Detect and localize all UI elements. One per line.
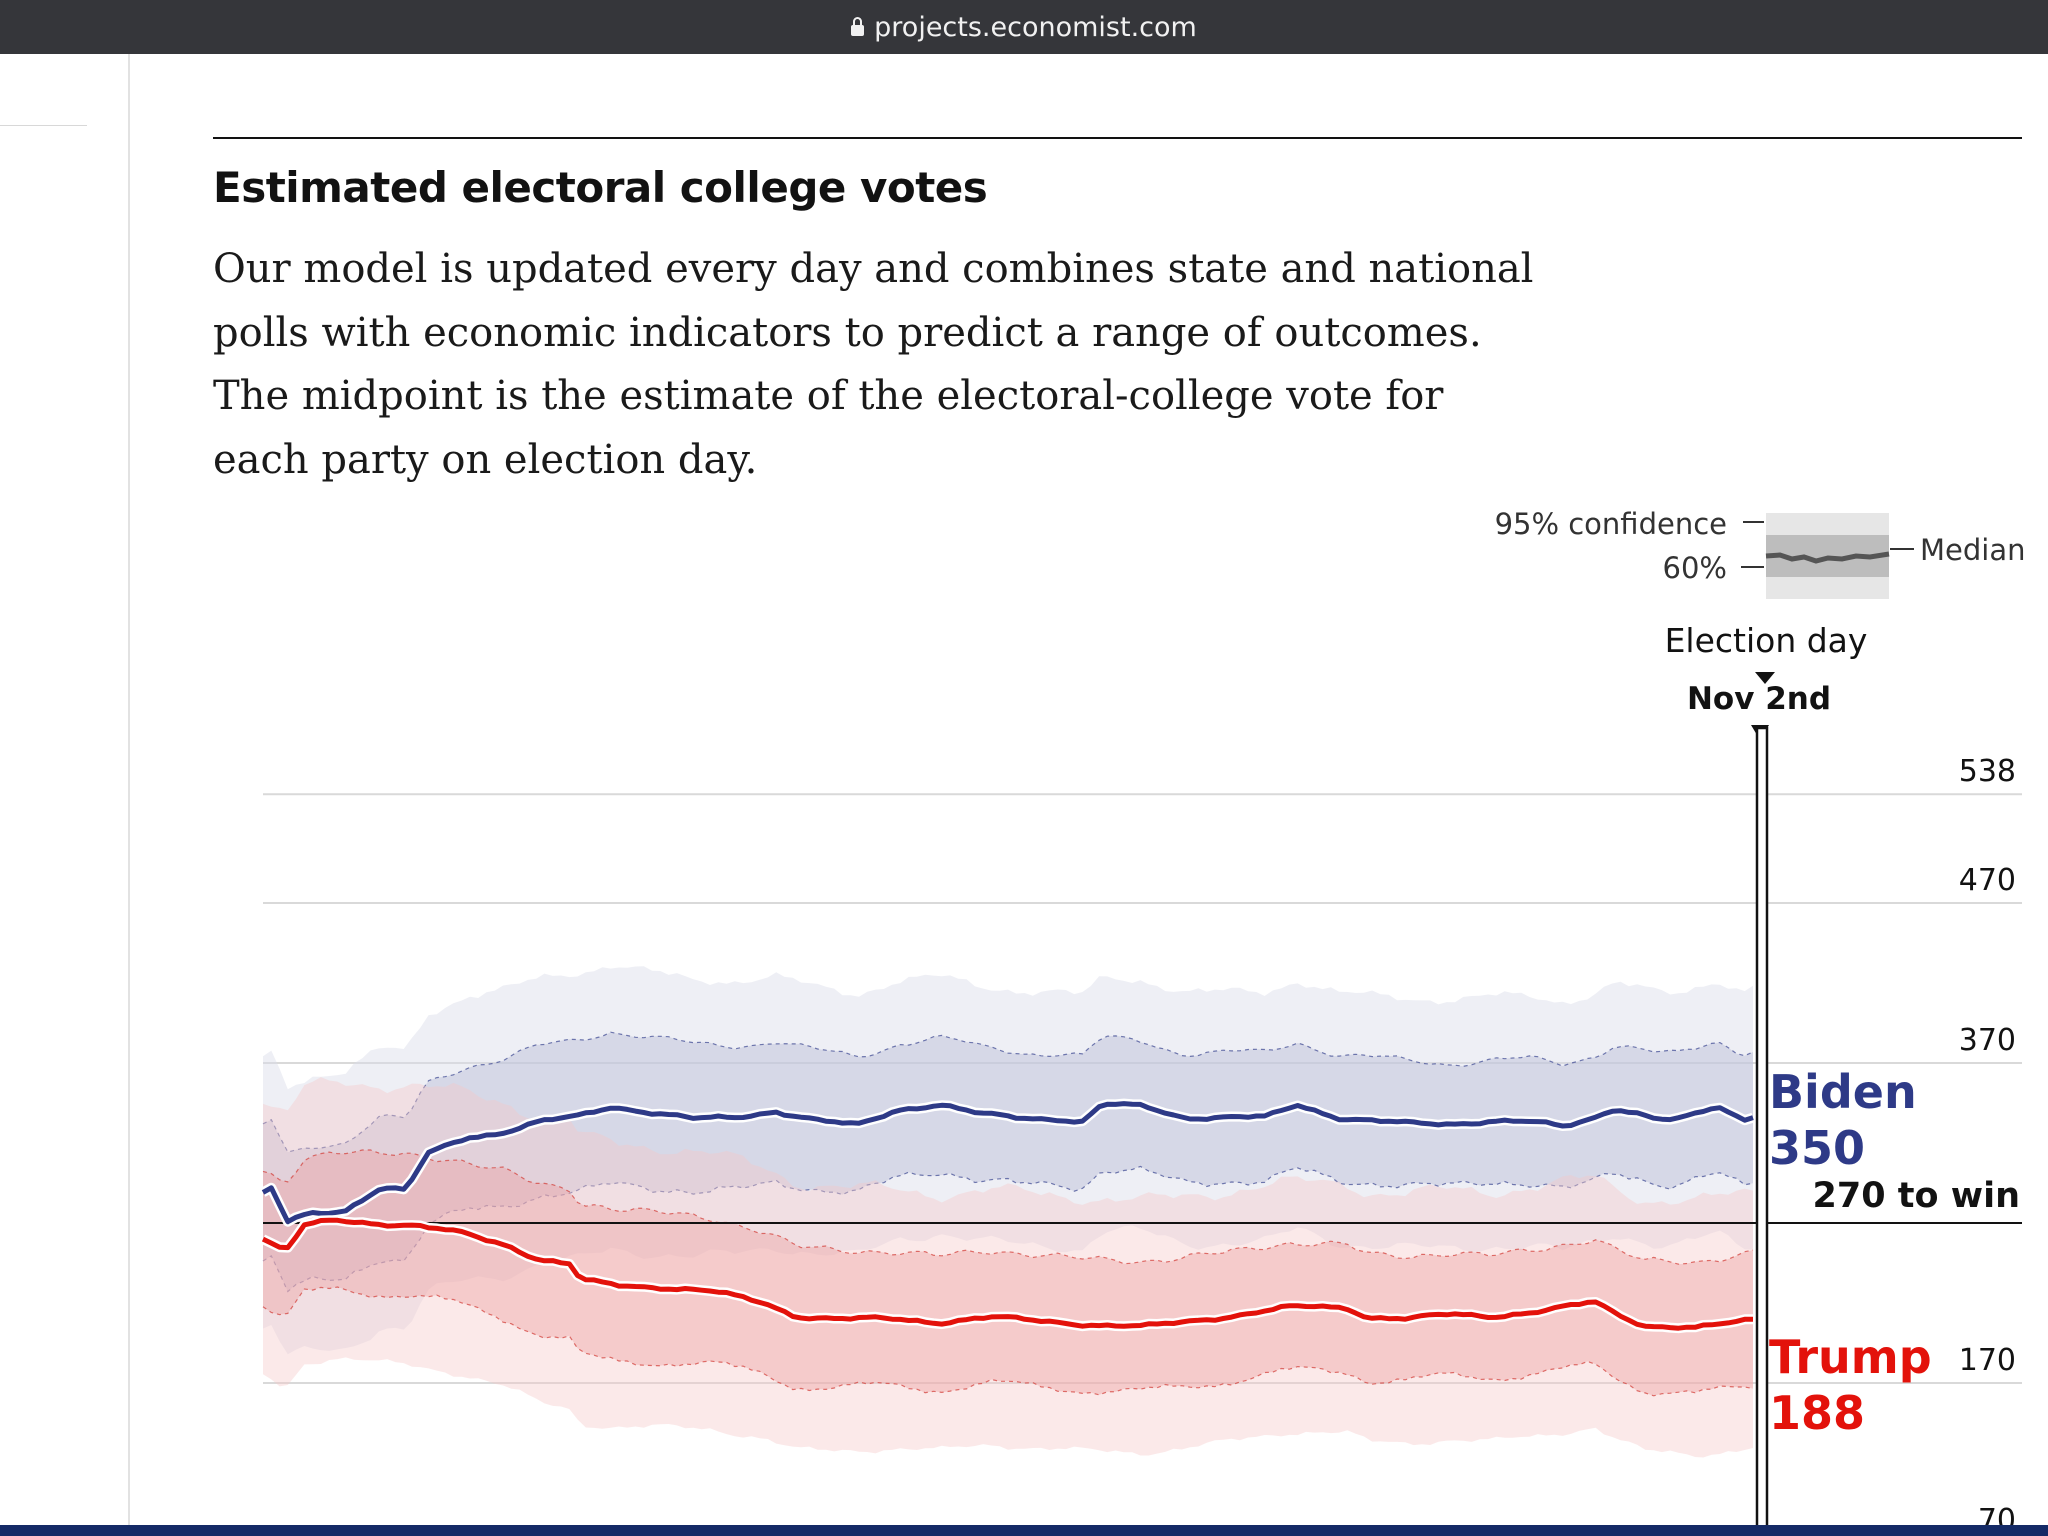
election-day-marker: Election day Nov 2nd (1665, 621, 1868, 1536)
trump-ci60-band (263, 1150, 1753, 1396)
trump-ci60-lower (262, 1286, 1754, 1397)
y-tick-label: 370 (1959, 1023, 2016, 1058)
chart-description: Our model is updated every day and combi… (213, 246, 1534, 483)
biden-ci60-band (263, 1032, 1753, 1292)
legend-median-swatch (1765, 551, 1890, 564)
marker-triangle-top (1755, 672, 1775, 684)
trump-ci95-band (263, 1077, 1753, 1458)
election-day-label: Election day (1665, 621, 1868, 660)
biden-ci60-upper (262, 1031, 1754, 1153)
biden-ci95-band (263, 966, 1753, 1355)
sidebar-divider (0, 125, 87, 126)
bottom-bar (0, 1525, 2048, 1536)
section-rule (213, 137, 2022, 139)
y-tick-label: 538 (1959, 754, 2016, 789)
chart-title: Estimated electoral college votes (213, 163, 988, 212)
trump-median-line (261, 1217, 1753, 1331)
election-day-line (1755, 726, 1769, 1536)
trump-end-value: 188 (1769, 1386, 1865, 1440)
election-day-date: Nov 2nd (1687, 681, 1831, 717)
url-text: projects.economist.com (874, 11, 1197, 43)
trump-end-name: Trump (1769, 1330, 1932, 1384)
legend-median-label: Median (1920, 533, 2025, 567)
biden-end-name: Biden (1769, 1065, 1917, 1119)
lock-icon (851, 16, 865, 36)
sidebar-border (128, 54, 130, 1536)
threshold-label: 270 to win (1813, 1176, 2020, 1216)
legend-ci60-label: 60% (1663, 551, 1727, 585)
y-tick-label: 470 (1959, 863, 2016, 898)
browser-url-bar[interactable]: projects.economist.com (0, 0, 2048, 54)
legend-ci95-label: 95% confidence (1495, 507, 1727, 541)
biden-median-line (261, 1101, 1754, 1225)
y-tick-label: 170 (1959, 1343, 2016, 1378)
legend: 95% confidence 60% Median (1495, 507, 2025, 599)
biden-end-value: 350 (1769, 1121, 1865, 1175)
biden-ci60-lower (262, 1165, 1754, 1293)
